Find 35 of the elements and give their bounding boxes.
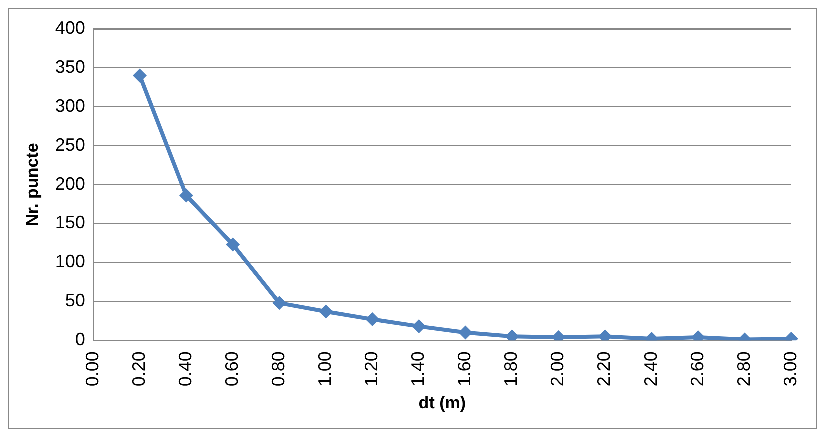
y-tick-label: 300 (55, 96, 86, 116)
x-tick-label: 2.60 (687, 352, 708, 387)
point (179, 188, 194, 203)
y-tick-label: 400 (55, 18, 86, 38)
point (412, 320, 426, 334)
x-tick-label: 2.80 (734, 352, 754, 387)
y-tick-label: 100 (55, 252, 86, 272)
y-axis-title: Nr. puncte (22, 143, 42, 226)
point (366, 312, 380, 327)
y-tick-label: 350 (55, 56, 86, 77)
x-tick-label: 1.80 (501, 352, 522, 387)
y-tick-label: 150 (55, 212, 86, 233)
y-tick-label: 250 (55, 134, 86, 155)
x-tick-label: 0.80 (268, 352, 289, 387)
point (226, 238, 240, 252)
x-tick-label: 2.00 (548, 352, 568, 387)
y-tick-label: 0 (75, 330, 86, 350)
x-tick-label: 0.00 (82, 352, 102, 387)
y-tick-label: 50 (65, 290, 86, 311)
point (319, 304, 334, 319)
x-tick-label: 2.20 (594, 352, 614, 387)
point (132, 68, 147, 83)
x-tick-label: 1.60 (454, 352, 475, 387)
x-tick-label: 1.20 (362, 352, 382, 387)
x-tick-label: 1.00 (315, 352, 336, 387)
x-tick-label: 3.00 (780, 352, 800, 387)
x-tick-label: 1.40 (408, 352, 428, 387)
point (458, 326, 473, 340)
x-tick-label: 0.20 (128, 352, 149, 387)
point (272, 296, 287, 310)
x-tick-label: 0.40 (175, 352, 196, 387)
x-axis-title: dt (m) (418, 393, 466, 412)
y-tick-label: 200 (55, 174, 86, 194)
x-tick-label: 0.60 (222, 352, 242, 387)
x-tick-label: 2.40 (640, 352, 661, 387)
